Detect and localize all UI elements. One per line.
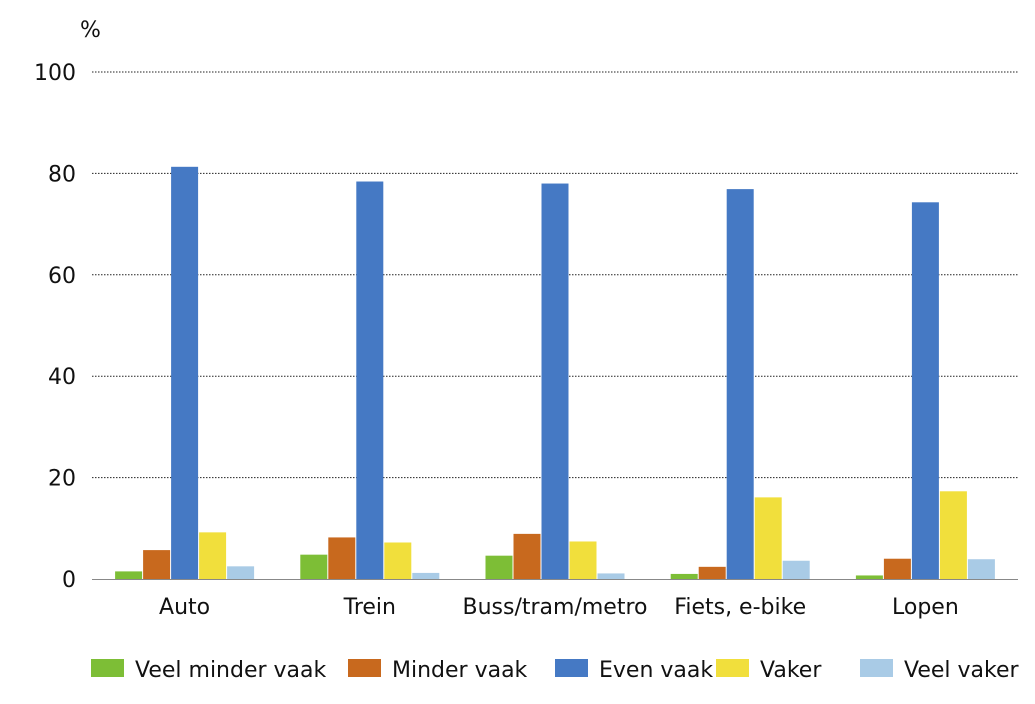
bar-vaker: [384, 542, 412, 579]
y-tick-label: 80: [48, 162, 76, 187]
y-tick-label: 40: [48, 365, 76, 390]
legend-label: Veel minder vaak: [135, 658, 327, 683]
bar-veel-minder-vaak: [855, 575, 883, 579]
bar-minder-vaak: [698, 566, 726, 579]
legend-swatch: [716, 659, 749, 677]
bar-vaker: [569, 541, 597, 579]
x-category-label: Trein: [343, 595, 396, 620]
bar-veel-minder-vaak: [115, 571, 143, 579]
bars: [115, 166, 995, 580]
bar-vaker: [199, 532, 227, 579]
bar-even-vaak: [911, 202, 939, 579]
legend-label: Minder vaak: [392, 658, 528, 683]
y-tick-label: 60: [48, 264, 76, 289]
bar-vaker: [939, 491, 967, 579]
bar-vaker: [754, 497, 782, 579]
legend-label: Veel vaker: [904, 658, 1020, 683]
bar-veel-vaker: [227, 566, 255, 579]
y-axis-tick-labels: 0 20 40 60 80 100: [34, 61, 76, 593]
bar-veel-vaker: [412, 572, 440, 579]
y-tick-label: 0: [62, 568, 76, 593]
y-axis-unit-label: %: [80, 18, 101, 43]
legend-swatch: [91, 659, 124, 677]
legend: Veel minder vaak Minder vaak Even vaak Vake…: [91, 658, 1020, 683]
legend-swatch: [860, 659, 893, 677]
legend-label: Vaker: [760, 658, 822, 683]
bar-minder-vaak: [143, 550, 171, 579]
legend-swatch: [348, 659, 381, 677]
bar-veel-vaker: [597, 573, 625, 579]
bar-even-vaak: [171, 166, 199, 579]
bar-veel-vaker: [782, 560, 810, 579]
x-category-label: Lopen: [892, 595, 959, 620]
x-category-label: Auto: [159, 595, 210, 620]
x-axis-category-labels: Auto Trein Buss/tram/metro Fiets, e-bike Lop…: [159, 595, 959, 620]
bar-veel-minder-vaak: [300, 554, 328, 579]
bar-minder-vaak: [883, 558, 911, 579]
bar-minder-vaak: [328, 537, 356, 579]
bar-minder-vaak: [513, 533, 541, 579]
bar-veel-vaker: [967, 559, 995, 579]
legend-label: Even vaak: [599, 658, 713, 683]
bar-even-vaak: [356, 181, 384, 579]
x-category-label: Buss/tram/metro: [463, 595, 648, 620]
bar-veel-minder-vaak: [485, 555, 513, 579]
bar-veel-minder-vaak: [670, 573, 698, 579]
y-tick-label: 100: [34, 61, 76, 86]
bar-even-vaak: [726, 189, 754, 579]
y-tick-label: 20: [48, 467, 76, 492]
x-category-label: Fiets, e-bike: [674, 595, 806, 620]
legend-swatch: [555, 659, 588, 677]
bar-even-vaak: [541, 183, 569, 580]
